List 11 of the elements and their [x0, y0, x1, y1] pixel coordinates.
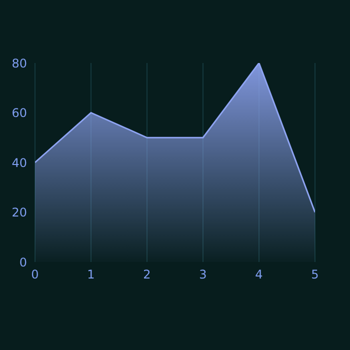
- y-tick-label: 20: [12, 206, 27, 220]
- y-tick-label: 40: [12, 156, 27, 170]
- y-tick-label: 0: [19, 255, 27, 270]
- y-tick-label: 60: [12, 106, 27, 120]
- x-tick-label: 5: [311, 268, 319, 282]
- x-tick-label: 4: [255, 268, 263, 282]
- x-tick-label: 1: [87, 268, 95, 282]
- x-tick-label: 3: [199, 268, 207, 282]
- y-tick-label: 80: [12, 56, 27, 70]
- x-tick-label: 0: [31, 268, 39, 282]
- x-tick-label: 2: [143, 268, 151, 282]
